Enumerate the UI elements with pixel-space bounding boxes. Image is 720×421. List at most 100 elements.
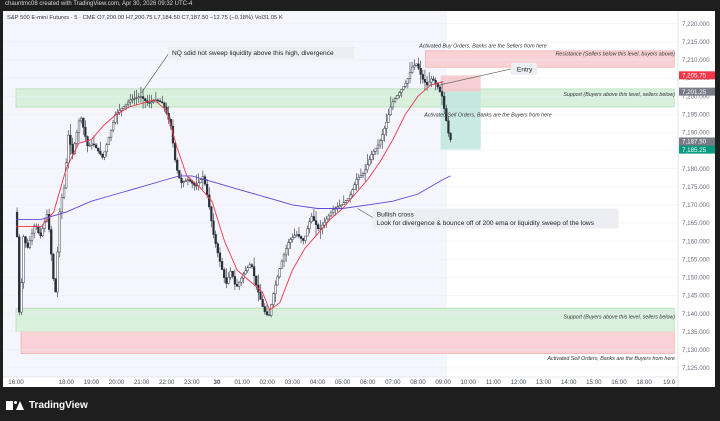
candle-body xyxy=(421,74,424,80)
annotation-pointer xyxy=(357,208,373,218)
y-tick-label: 7,175.000 xyxy=(682,184,710,191)
candle-body xyxy=(208,194,211,208)
candle-body xyxy=(103,151,106,158)
candle-body xyxy=(137,96,140,98)
candle-body xyxy=(52,253,55,280)
candle-body xyxy=(346,198,350,201)
candle-body xyxy=(75,131,78,144)
price-label-text: 7,201.25 xyxy=(682,89,707,96)
y-tick-label: 7,165.000 xyxy=(682,220,710,227)
candle-body xyxy=(148,102,151,104)
x-tick-label: 15:00 xyxy=(586,379,602,386)
x-tick-label: 16:00 xyxy=(611,379,627,386)
y-tick-label: 7,160.000 xyxy=(682,238,710,245)
y-tick-label: 7,195.000 xyxy=(682,111,710,118)
candle-body xyxy=(329,212,333,217)
candle-body xyxy=(15,211,19,237)
candle-body xyxy=(404,83,407,87)
candle-body xyxy=(287,242,290,249)
candle-body xyxy=(274,284,277,294)
zone-label: Activated Sell Orders, Banks are the Buy… xyxy=(423,113,552,119)
candle-body xyxy=(244,270,247,275)
candle-body xyxy=(276,276,279,286)
candle-body xyxy=(385,122,388,129)
chart-panel[interactable]: 7,125.000 7,130.000 7,135.000 7,140.000 7,14… xyxy=(3,11,715,387)
candle-body xyxy=(317,224,320,230)
y-tick-label: 7,215.000 xyxy=(682,39,710,46)
zone-label: Resistance (Sellers below this level, bu… xyxy=(555,52,675,58)
candle-body xyxy=(54,278,57,293)
candle-body xyxy=(278,268,281,278)
candle-body xyxy=(430,78,433,83)
candle-body xyxy=(302,238,305,241)
brand-name: TradingView xyxy=(29,400,88,411)
candle-body xyxy=(411,66,414,73)
candle-body xyxy=(212,220,215,235)
candle-body xyxy=(229,270,232,278)
x-tick-label: 10:00 xyxy=(460,379,476,386)
candle-body xyxy=(340,204,343,207)
x-tick-label: 01:00 xyxy=(234,379,250,386)
candle-body xyxy=(310,216,313,222)
candle-body xyxy=(314,220,318,225)
candle-body xyxy=(131,98,134,101)
candle-body xyxy=(381,134,384,141)
x-tick-label: 06:00 xyxy=(360,379,376,386)
x-tick-label: 19:00 xyxy=(84,379,100,386)
annotation-text: Entry xyxy=(517,66,533,73)
candle-body xyxy=(372,151,375,155)
candle-body xyxy=(351,189,354,196)
tradingview-logo-icon xyxy=(6,401,24,410)
x-tick-label: 23:00 xyxy=(184,379,200,386)
price-label-text: 7,205.75 xyxy=(682,73,707,80)
candle-body xyxy=(447,120,450,134)
candle-body xyxy=(357,177,360,180)
attribution-header: chauntmc08 created with TradingView.com,… xyxy=(5,1,193,7)
candle-body xyxy=(180,177,183,183)
candle-body xyxy=(413,65,416,68)
candle-body xyxy=(434,79,437,84)
candle-body xyxy=(84,127,87,137)
candle-body xyxy=(438,86,442,92)
candle-body xyxy=(252,266,256,277)
candle-body xyxy=(250,264,254,267)
candle-body xyxy=(152,100,155,102)
candle-body xyxy=(353,184,356,190)
candle-body xyxy=(182,181,185,183)
candle-body xyxy=(240,277,243,283)
ma-line-0 xyxy=(16,81,444,311)
candle-body xyxy=(415,63,418,66)
candle-body xyxy=(233,276,237,285)
candle-body xyxy=(199,179,202,183)
y-tick-label: 7,155.000 xyxy=(682,256,710,263)
candle-body xyxy=(107,137,111,145)
candle-body xyxy=(291,237,294,240)
x-tick-label: 16:00 xyxy=(8,379,24,386)
candle-body xyxy=(218,252,222,262)
candle-body xyxy=(191,180,194,184)
zone-label: Activated Sell Orders, Banks are the Buy… xyxy=(547,356,676,362)
annotation-text: Bullish cross xyxy=(377,212,415,219)
candle-body xyxy=(65,162,68,189)
x-tick-label: 22:00 xyxy=(159,379,175,386)
x-tick-label: 03:00 xyxy=(285,379,301,386)
candle-body xyxy=(133,98,136,100)
candle-body xyxy=(188,179,192,182)
candle-body xyxy=(295,234,298,236)
candle-body xyxy=(33,225,36,234)
candle-body xyxy=(246,267,249,272)
candle-body xyxy=(238,281,241,287)
y-tick-label: 7,170.000 xyxy=(682,202,710,209)
candle-body xyxy=(214,234,217,244)
candle-body xyxy=(227,277,230,284)
candle-body xyxy=(129,99,132,103)
candle-body xyxy=(80,117,83,122)
price-chart[interactable]: 7,125.000 7,130.000 7,135.000 7,140.000 7,14… xyxy=(3,11,715,387)
candle-body xyxy=(306,228,309,237)
x-tick-label: 12:00 xyxy=(511,379,527,386)
candle-body xyxy=(220,261,224,270)
candle-body xyxy=(201,176,204,180)
y-tick-label: 7,190.000 xyxy=(682,130,710,137)
candle-body xyxy=(370,154,373,160)
candle-body xyxy=(259,291,262,300)
